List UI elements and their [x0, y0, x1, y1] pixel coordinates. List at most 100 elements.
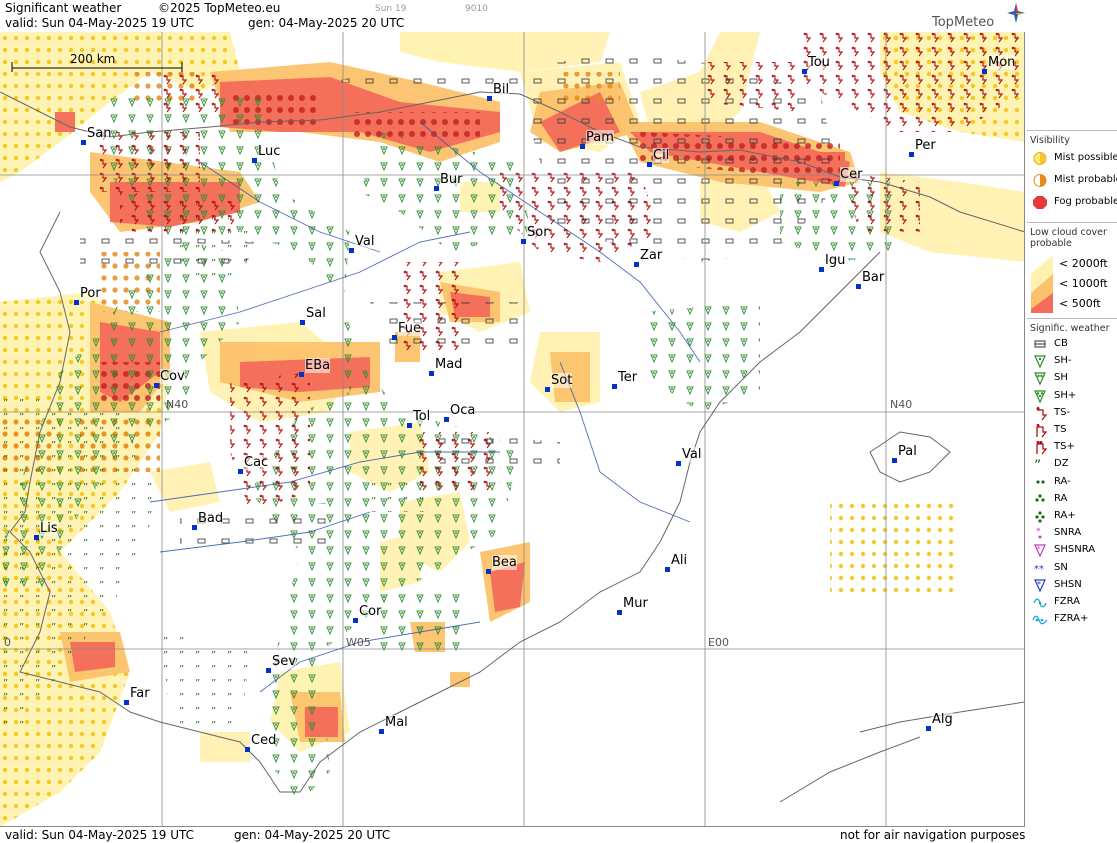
city-label-val: Val: [349, 234, 375, 253]
city-label-mal: Mal: [379, 715, 408, 734]
city-marker-icon: [299, 372, 304, 377]
code-label: 9010: [465, 4, 488, 14]
city-label-zar: Zar: [634, 248, 663, 267]
city-label-pam: Pam: [580, 130, 614, 149]
thunderstorm-light-icon: [1036, 406, 1048, 421]
thunderstorm-icon: [1036, 424, 1048, 438]
svg-text:*: *: [1037, 545, 1041, 553]
city-marker-icon: [429, 371, 434, 376]
city-label-luc: Luc: [252, 144, 281, 163]
legend-divider: [1027, 130, 1117, 131]
city-label-bar: Bar: [856, 270, 885, 289]
scale-bar: [11, 62, 183, 72]
city-label-ali: Ali: [665, 553, 688, 572]
city-marker-icon: [856, 284, 861, 289]
valid-time: valid: Sun 04-May-2025 19 UTC: [5, 16, 194, 30]
low-cloud-ramp: [1031, 255, 1053, 313]
rain-light-icon: [1036, 479, 1045, 484]
footer-disclaimer: not for air navigation purposes: [840, 828, 1026, 842]
city-marker-icon: [124, 700, 129, 705]
city-label-bil: Bil: [487, 82, 510, 101]
scale-label: 200 km: [70, 52, 116, 66]
city-marker-icon: [266, 668, 271, 673]
footer-gen-time: gen: 04-May-2025 20 UTC: [234, 828, 391, 842]
footer-valid-time: valid: Sun 04-May-2025 19 UTC: [5, 828, 194, 842]
city-label-oca: Oca: [444, 403, 476, 422]
city-label-pal: Pal: [892, 444, 917, 463]
grid-label-w05: W05: [346, 636, 371, 649]
city-marker-icon: [892, 458, 897, 463]
city-marker-icon: [353, 618, 358, 623]
snow-shower-icon: *: [1034, 579, 1046, 593]
city-marker-icon: [982, 69, 987, 74]
rain-icon: [1035, 494, 1045, 502]
city-marker-icon: [407, 423, 412, 428]
chart-title: Significant weather: [5, 1, 122, 15]
copyright: ©2025 TopMeteo.eu: [158, 1, 281, 15]
city-label-por: Por: [74, 286, 101, 305]
legend-divider: [1027, 318, 1117, 319]
shower-light-icon: [1034, 355, 1046, 369]
city-label-far: Far: [124, 686, 150, 705]
svg-text:*: *: [1036, 527, 1041, 537]
city-marker-icon: [245, 747, 250, 752]
legend-cloud-2000: < 2000ft: [1059, 257, 1108, 270]
city-label-sor: Sor: [521, 225, 549, 244]
grid-label-zero: 0: [4, 636, 11, 649]
city-marker-icon: [647, 162, 652, 167]
svg-text:”: ”: [1034, 458, 1041, 472]
city-label-tol: Tol: [407, 409, 431, 428]
city-label-per: Per: [909, 138, 936, 157]
city-label-sal: Sal: [300, 306, 326, 325]
city-marker-icon: [819, 267, 824, 272]
city-marker-icon: [192, 525, 197, 530]
logo-star-icon: [1007, 3, 1025, 23]
legend-panel: Visibility Mist possible Mist probable F…: [1027, 0, 1117, 843]
legend-sigwx-title: Signific. weather: [1030, 323, 1110, 334]
city-marker-icon: [74, 300, 79, 305]
legend-low-cloud-subtitle: probable: [1030, 238, 1072, 249]
legend-visibility-title: Visibility: [1030, 135, 1070, 146]
shower-icon: [1034, 372, 1046, 386]
city-label-cor: Cor: [353, 604, 382, 623]
svg-text:**: **: [1034, 564, 1044, 575]
header: Significant weather ©2025 TopMeteo.eu Su…: [0, 0, 1027, 32]
city-marker-icon: [909, 152, 914, 157]
mist-possible-icon: [1033, 152, 1047, 165]
gen-time: gen: 04-May-2025 20 UTC: [248, 16, 405, 30]
city-label-bea: Bea: [486, 555, 517, 574]
city-marker-icon: [926, 726, 931, 731]
drizzle-icon: ”: [1034, 458, 1041, 472]
cb-icon: [1034, 340, 1046, 348]
city-label-cac: Cac: [238, 455, 269, 474]
city-label-fue: Fue: [392, 321, 422, 340]
city-marker-icon: [634, 262, 639, 267]
city-label-cil: Cil: [647, 148, 670, 167]
city-marker-icon: [444, 417, 449, 422]
footer: valid: Sun 04-May-2025 19 UTC gen: 04-Ma…: [0, 828, 1027, 843]
city-label-ter: Ter: [612, 370, 638, 389]
city-marker-icon: [379, 729, 384, 734]
freezing-rain-icon: [1033, 598, 1047, 608]
city-marker-icon: [349, 248, 354, 253]
city-marker-icon: [487, 96, 492, 101]
fog-probable-icon: [1033, 196, 1047, 209]
city-label-mon: Mon: [982, 55, 1016, 74]
weather-map[interactable]: ”: [0, 32, 1025, 827]
legend-cloud-1000: < 1000ft: [1059, 277, 1108, 290]
city-marker-icon: [580, 144, 585, 149]
city-label-eba: EBa: [299, 358, 331, 377]
snow-icon: **: [1034, 564, 1044, 575]
city-label-tou: Tou: [802, 55, 830, 74]
svg-text:*: *: [1037, 580, 1041, 589]
city-label-bad: Bad: [192, 511, 224, 530]
city-marker-icon: [521, 239, 526, 244]
city-marker-icon: [81, 140, 86, 145]
city-label-val: Val: [676, 447, 702, 466]
city-marker-icon: [434, 186, 439, 191]
sun-label: Sun 19: [375, 4, 407, 14]
city-label-cov: Cov: [154, 369, 185, 388]
city-marker-icon: [802, 69, 807, 74]
mist-probable-icon: [1033, 174, 1047, 187]
city-label-sot: Sot: [545, 373, 573, 392]
